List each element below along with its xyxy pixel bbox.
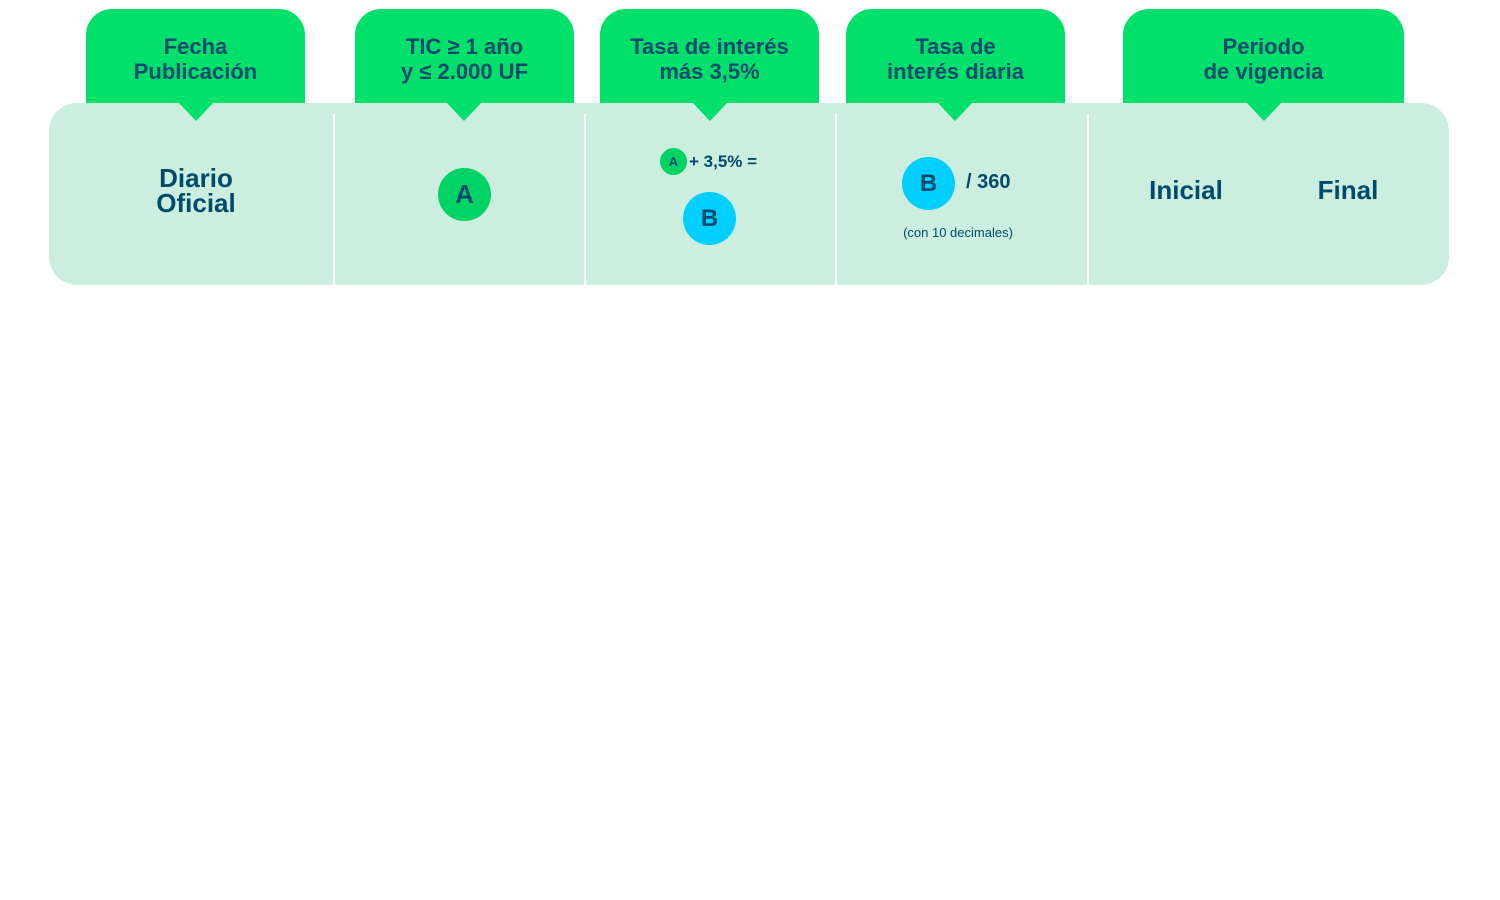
tasa-mas-small-circle-a: A <box>660 148 687 175</box>
header-tasa-diaria: Tasa de interés diaria <box>846 9 1065 113</box>
pointer-periodo <box>1247 103 1281 121</box>
tic-circle-a: A <box>438 168 491 221</box>
values-panel <box>49 103 1449 285</box>
tasa-diaria-circle-b: B <box>902 157 955 210</box>
tasa-diaria-formula: / 360 <box>966 171 1011 193</box>
header-tic: TIC ≥ 1 año y ≤ 2.000 UF <box>355 9 574 113</box>
pointer-tic <box>447 103 481 121</box>
header-tasa-mas-label: Tasa de interés más 3,5% <box>630 34 789 84</box>
tasa-mas-result-circle-b: B <box>683 192 736 245</box>
pointer-fecha <box>179 103 213 121</box>
periodo-final: Final <box>1317 175 1379 205</box>
header-fecha-publicacion: Fecha Publicación <box>86 9 305 113</box>
tasa-diaria-note: (con 10 decimales) <box>903 225 1013 240</box>
column-divider <box>584 114 586 285</box>
fecha-value: Diario Oficial <box>156 163 236 218</box>
column-divider <box>333 114 335 285</box>
header-tic-label: TIC ≥ 1 año y ≤ 2.000 UF <box>400 34 529 84</box>
header-periodo-vigencia-label: Periodo de vigencia <box>1203 34 1324 84</box>
periodo-inicial: Inicial <box>1149 175 1223 205</box>
tasa-mas-formula: + 3,5% = <box>689 152 758 171</box>
pointer-tasa-mas <box>693 103 727 121</box>
header-periodo-vigencia: Periodo de vigencia <box>1123 9 1404 113</box>
header-fecha-publicacion-label: Fecha Publicación <box>133 34 258 84</box>
column-divider <box>1087 114 1089 285</box>
column-divider <box>835 114 837 285</box>
header-tasa-mas: Tasa de interés más 3,5% <box>600 9 819 113</box>
header-tasa-diaria-label: Tasa de interés diaria <box>887 34 1024 84</box>
pointer-tasa-diaria <box>938 103 972 121</box>
